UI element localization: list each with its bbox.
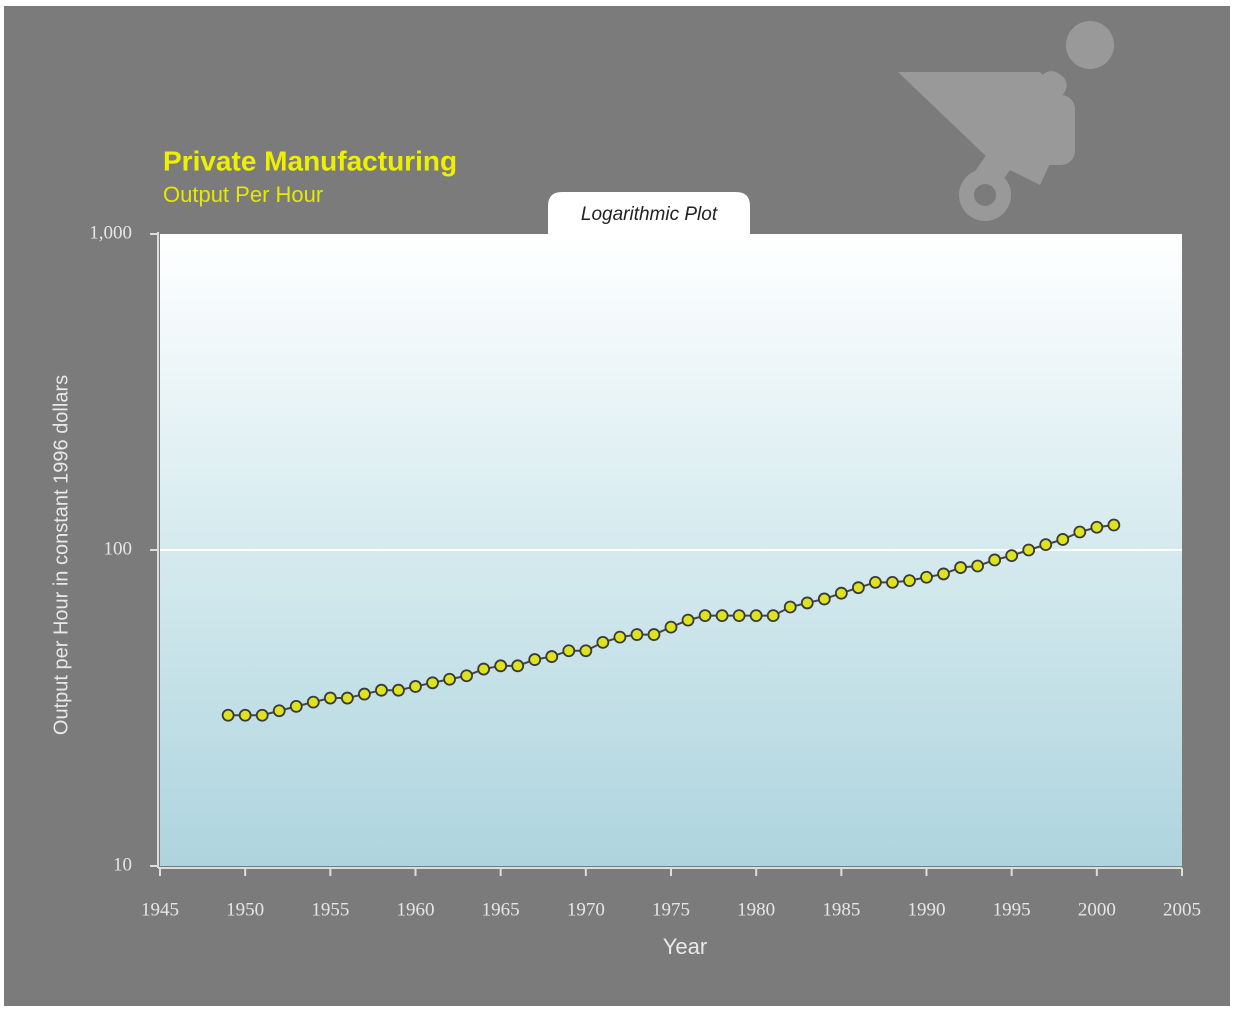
data-point [834, 586, 848, 600]
data-point [494, 659, 508, 673]
y-axis-label: Output per Hour in constant 1996 dollars [50, 375, 72, 735]
data-point [920, 570, 933, 584]
annotation: Logarithmic Plot [581, 204, 718, 225]
data-point [715, 609, 729, 623]
data-point [443, 672, 456, 686]
data-point [579, 644, 593, 658]
data-point [1073, 525, 1087, 539]
x-tick-label: 1980 [737, 899, 775, 920]
data-point [340, 691, 354, 705]
data-point [613, 630, 627, 644]
data-point [800, 596, 814, 610]
data-point [426, 676, 439, 690]
chart-subtitle: Output Per Hour [163, 182, 323, 207]
data-point [1039, 538, 1053, 552]
data-point [869, 575, 882, 589]
data-point [1090, 520, 1104, 534]
data-point [732, 609, 746, 623]
data-point [1022, 543, 1036, 557]
data-point [545, 650, 559, 663]
data-point [562, 644, 576, 658]
data-point [460, 669, 474, 683]
data-point [851, 581, 865, 595]
x-tick-label: 1945 [141, 899, 179, 920]
x-tick-label: 1970 [567, 899, 605, 920]
x-tick-label: 2005 [1163, 899, 1201, 920]
data-point [766, 609, 780, 623]
data-point [817, 592, 831, 606]
data-point [272, 704, 286, 718]
data-point [323, 691, 337, 705]
data-point [1107, 518, 1121, 532]
data-point [783, 600, 797, 614]
data-point [886, 575, 899, 589]
data-point [255, 708, 269, 722]
data-point [289, 699, 303, 713]
chart-title: Private Manufacturing [163, 145, 457, 176]
x-tick-label: 1960 [397, 899, 435, 920]
wrench-icon [898, 21, 1114, 221]
data-point [477, 662, 491, 676]
data-point [749, 609, 763, 623]
x-tick-label: 1965 [482, 899, 520, 920]
data-point [988, 553, 1002, 567]
data-point [937, 567, 950, 581]
data-point [971, 559, 984, 573]
x-tick-label: 1975 [652, 899, 690, 920]
data-point [630, 628, 644, 641]
data-point [409, 680, 422, 693]
x-tick-label: 1950 [226, 899, 264, 920]
data-point [511, 659, 525, 673]
data-point [238, 708, 252, 722]
x-tick-label: 1990 [908, 899, 946, 920]
y-tick-label: 10 [113, 854, 132, 875]
data-point [306, 695, 320, 709]
data-point [1005, 549, 1019, 563]
data-point [392, 683, 405, 697]
data-point [596, 636, 610, 649]
y-tick-label: 1,000 [89, 222, 132, 243]
x-tick-label: 1985 [822, 899, 860, 920]
x-tick-label: 1955 [311, 899, 349, 920]
x-tick-label: 1995 [993, 899, 1031, 920]
data-point [681, 613, 695, 627]
data-point [221, 708, 235, 722]
data-point [528, 653, 542, 666]
data-point [1056, 533, 1070, 546]
x-tick-label: 2000 [1078, 899, 1116, 920]
annotation-tab [548, 192, 750, 234]
data-point [647, 628, 661, 641]
data-point [357, 687, 371, 701]
data-point [954, 561, 967, 574]
y-tick-label: 100 [104, 538, 133, 559]
data-point [698, 609, 712, 623]
data-point [664, 620, 678, 634]
data-point [375, 683, 388, 697]
data-point [903, 574, 916, 588]
x-axis-label: Year [663, 934, 707, 959]
